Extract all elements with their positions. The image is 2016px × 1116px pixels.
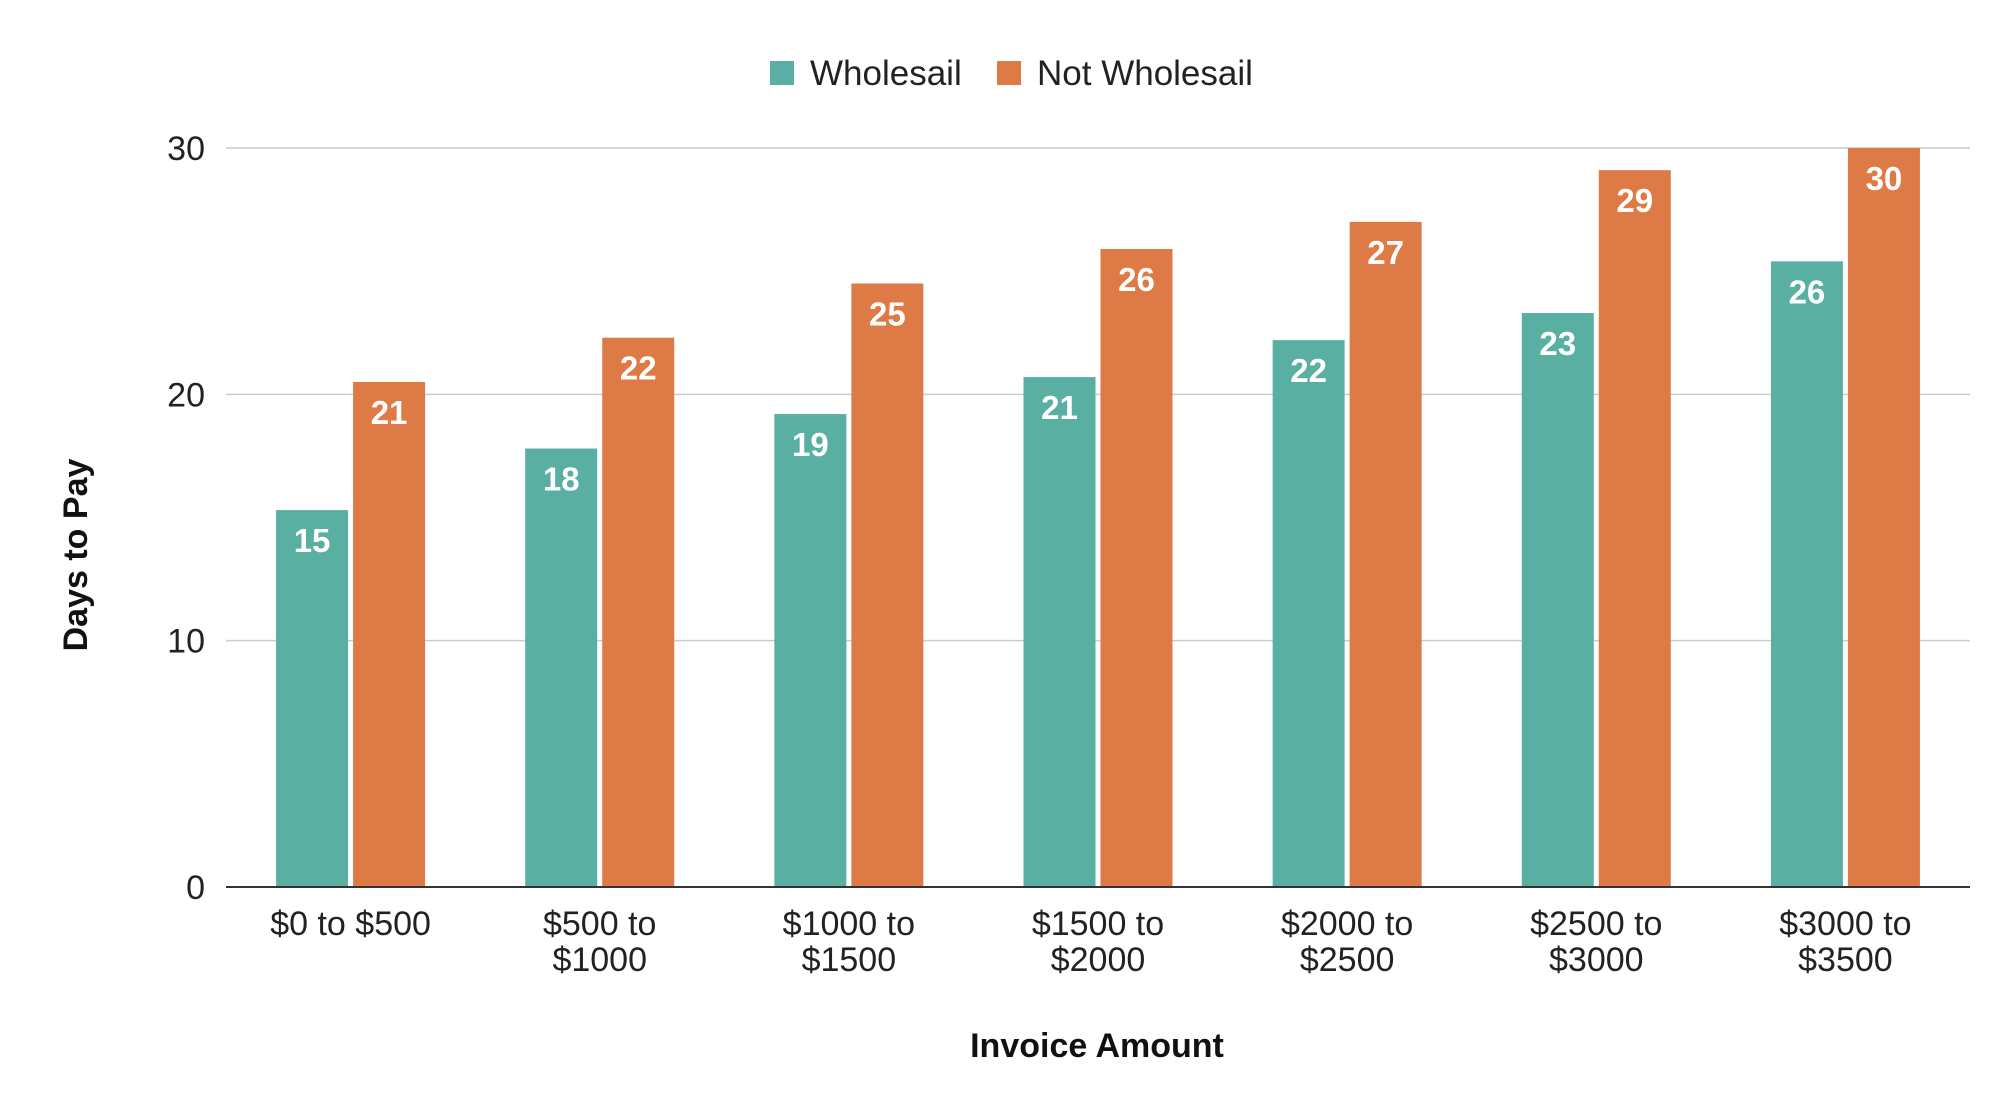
legend-swatch bbox=[770, 61, 794, 85]
bar-wholesail bbox=[276, 510, 349, 887]
legend-label: Wholesail bbox=[810, 54, 962, 93]
y-tick-label: 0 bbox=[186, 869, 205, 907]
data-label: 15 bbox=[294, 522, 331, 559]
y-axis-title: Days to Pay bbox=[57, 459, 95, 652]
x-tick-label: $2000 to bbox=[1281, 905, 1413, 943]
legend-swatch bbox=[997, 61, 1021, 85]
bar-not-wholesail bbox=[602, 337, 675, 888]
bar-not-wholesail bbox=[1100, 248, 1173, 887]
x-tick-label: $1000 to bbox=[783, 905, 915, 943]
data-label: 26 bbox=[1789, 273, 1826, 310]
bar-not-wholesail bbox=[851, 283, 924, 887]
x-tick-label: $1000 bbox=[552, 941, 647, 979]
x-tick-label: $3500 bbox=[1798, 941, 1893, 979]
x-tick-label: $2500 bbox=[1300, 941, 1395, 979]
data-label: 29 bbox=[1616, 182, 1653, 219]
bar-wholesail bbox=[774, 414, 847, 887]
gridlines bbox=[226, 147, 1970, 642]
legend: Wholesail Not Wholesail bbox=[770, 54, 1253, 93]
x-tick-label: $2000 bbox=[1051, 941, 1146, 979]
legend-label: Not Wholesail bbox=[1037, 54, 1253, 93]
bar-wholesail bbox=[1272, 340, 1345, 887]
bar-wholesail bbox=[1770, 261, 1843, 887]
data-label: 22 bbox=[1290, 352, 1327, 389]
bars: 15 18 19 21 22 23 26 21 22 25 26 27 29 30 bbox=[276, 148, 1920, 888]
x-tick-label: $500 to bbox=[543, 905, 656, 943]
bar-not-wholesail bbox=[1349, 221, 1422, 887]
bar-not-wholesail bbox=[1598, 170, 1671, 888]
y-tick-label: 30 bbox=[167, 130, 205, 168]
data-label: 19 bbox=[792, 426, 829, 463]
y-axis-ticks: 0 10 20 30 bbox=[167, 130, 205, 907]
data-label: 21 bbox=[371, 394, 408, 431]
x-axis-title: Invoice Amount bbox=[970, 1027, 1224, 1065]
data-label: 30 bbox=[1866, 160, 1903, 197]
y-tick-label: 20 bbox=[167, 376, 205, 414]
x-tick-label: $1500 bbox=[802, 941, 897, 979]
bar-wholesail bbox=[1023, 377, 1096, 887]
bar-not-wholesail bbox=[1847, 148, 1920, 887]
x-tick-label: $3000 to bbox=[1779, 905, 1911, 943]
bar-wholesail bbox=[1521, 313, 1594, 887]
data-label: 18 bbox=[543, 461, 580, 498]
x-tick-label: $1500 to bbox=[1032, 905, 1164, 943]
bar-wholesail bbox=[525, 448, 598, 887]
data-label: 25 bbox=[869, 295, 906, 332]
data-label: 27 bbox=[1367, 234, 1404, 271]
data-label: 23 bbox=[1539, 325, 1576, 362]
x-tick-label: $0 to $500 bbox=[270, 905, 431, 943]
bar-not-wholesail bbox=[353, 382, 426, 887]
data-label: 22 bbox=[620, 350, 657, 387]
data-label: 21 bbox=[1041, 389, 1078, 426]
x-tick-label: $3000 bbox=[1549, 941, 1644, 979]
x-axis-ticks: $0 to $500 $500 to$1000 $1000 to$1500 $1500… bbox=[270, 905, 1911, 979]
y-tick-label: 10 bbox=[167, 623, 205, 661]
data-label: 26 bbox=[1118, 261, 1155, 298]
x-tick-label: $2500 to bbox=[1530, 905, 1662, 943]
